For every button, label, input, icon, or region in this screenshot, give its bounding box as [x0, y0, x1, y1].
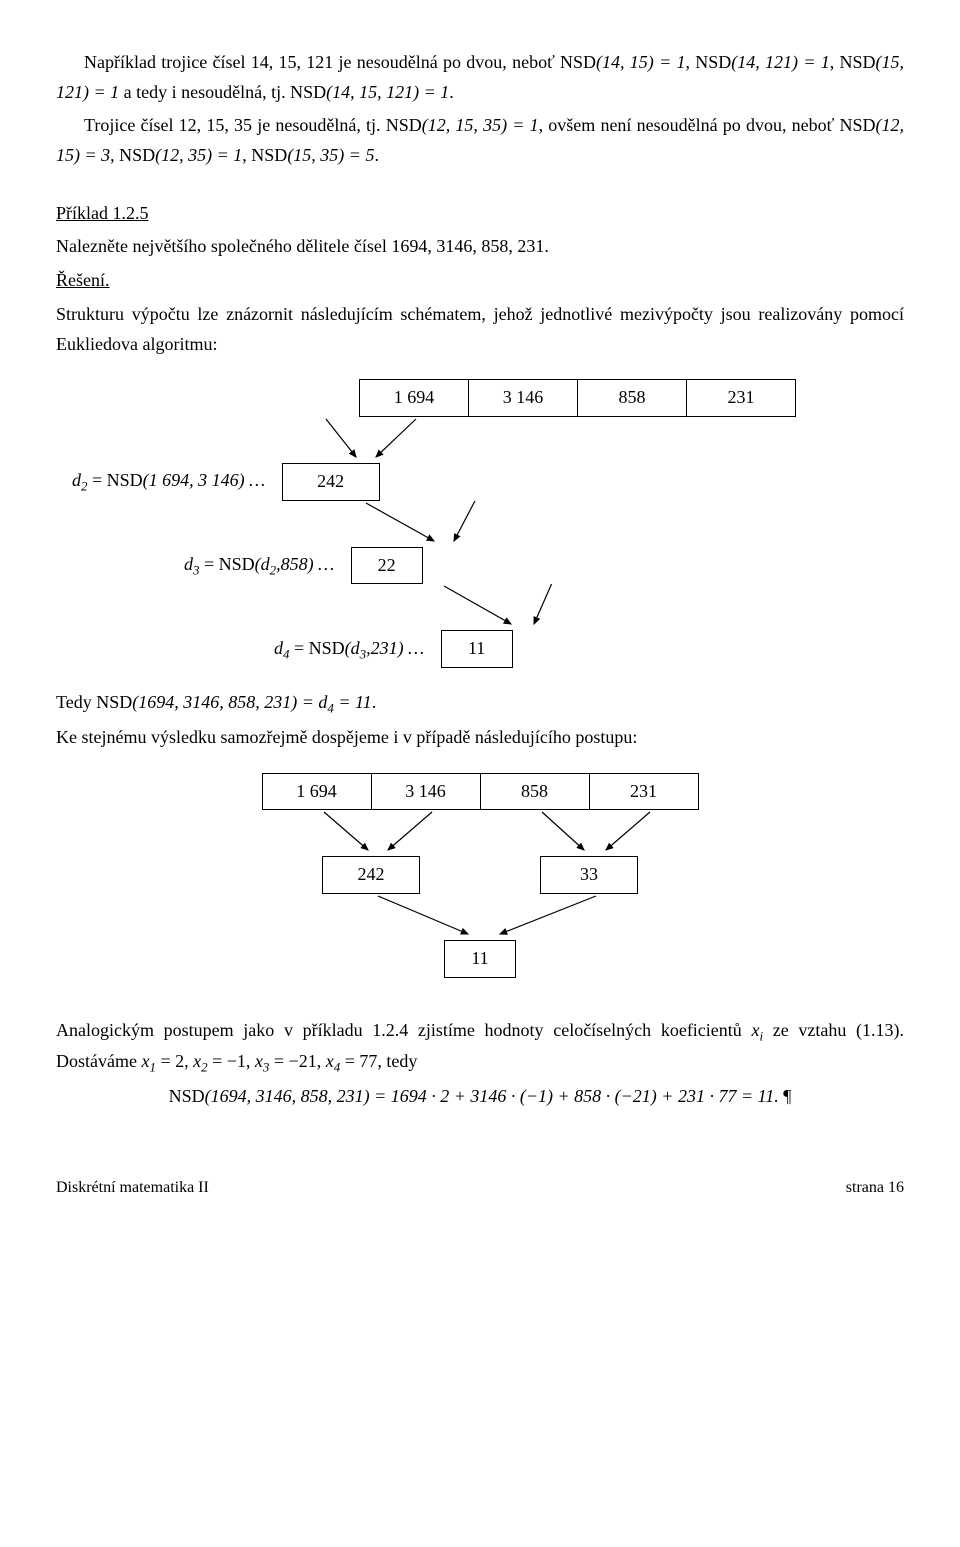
text: .	[449, 82, 454, 102]
math: x2	[193, 1051, 207, 1071]
math: NSD(14, 15, 121) = 1	[290, 82, 449, 102]
math: NSD(1694, 3146, 858, 231) = d4 = 11	[96, 692, 371, 712]
d2-cell: 231	[590, 774, 698, 810]
d2-cell: 3 146	[372, 774, 481, 810]
d2-val: 242	[283, 464, 379, 500]
diagram-1: 1 694 3 146 858 231 d2 = NSD(1 694, 3 14…	[56, 379, 904, 668]
analog-para: Analogickým postupem jako v příkladu 1.2…	[56, 1016, 904, 1078]
example-question: Nalezněte největšího společného dělitele…	[56, 232, 904, 262]
text: ,	[110, 145, 119, 165]
text: Například trojice čísel 14, 15, 121 je n…	[84, 52, 560, 72]
d2-label: d2 = NSD(1 694, 3 146) …	[72, 466, 282, 497]
text: ,	[830, 52, 840, 72]
text: Analogickým postupem jako v příkladu 1.2…	[56, 1020, 751, 1040]
math: x1	[141, 1051, 155, 1071]
d2-bot: 11	[445, 941, 515, 977]
math: x4	[326, 1051, 340, 1071]
arrows-icon	[56, 501, 904, 547]
math: NSD(15, 35) = 5	[251, 145, 374, 165]
text: ,	[686, 52, 696, 72]
math: NSD(14, 15) = 1	[560, 52, 685, 72]
d1-cell: 231	[687, 380, 795, 416]
arrows-icon	[56, 894, 904, 940]
solution-intro: Strukturu výpočtu lze znázornit následuj…	[56, 300, 904, 359]
text: .	[372, 692, 377, 712]
d1-cell: 3 146	[469, 380, 578, 416]
intro-para-2: Trojice čísel 12, 15, 35 je nesoudělná, …	[56, 111, 904, 170]
d4-val: 11	[442, 631, 512, 667]
solution-label: Řešení.	[56, 266, 110, 296]
math: NSD(12, 15, 35) = 1	[386, 115, 539, 135]
diagram-2: 1 694 3 146 858 231 242 33 11	[56, 773, 904, 978]
d3-val: 22	[352, 548, 422, 584]
text: Tedy	[56, 692, 96, 712]
footer-left: Diskrétní matematika II	[56, 1175, 209, 1201]
arrows-icon	[56, 810, 904, 856]
d2-cell: 1 694	[263, 774, 372, 810]
d4-label: d4 = NSD(d3,231) …	[274, 634, 441, 665]
math: NSD(14, 121) = 1	[695, 52, 829, 72]
d3-label: d3 = NSD(d2,858) …	[184, 550, 351, 581]
arrows-icon	[56, 417, 904, 463]
math: xi	[751, 1020, 763, 1040]
tedy-para: Tedy NSD(1694, 3146, 858, 231) = d4 = 11…	[56, 688, 904, 719]
text: Trojice čísel 12, 15, 35 je nesoudělná, …	[84, 115, 386, 135]
arrows-icon	[56, 584, 904, 630]
footer-right: strana 16	[846, 1175, 904, 1201]
d1-top-row: 1 694 3 146 858 231	[359, 379, 796, 417]
example-label: Příklad 1.2.5	[56, 199, 904, 229]
text: a tedy i nesoudělná, tj.	[124, 82, 290, 102]
text: ,	[242, 145, 251, 165]
d2-mid: 242	[323, 857, 419, 893]
math: x3	[255, 1051, 269, 1071]
final-eq: NSD(1694, 3146, 858, 231) = 1694 · 2 + 3…	[56, 1082, 904, 1112]
intro-para-1: Například trojice čísel 14, 15, 121 je n…	[56, 48, 904, 107]
d2-cell: 858	[481, 774, 590, 810]
text: , ovšem není nesoudělná po dvou, neboť	[539, 115, 840, 135]
d1-cell: 1 694	[360, 380, 469, 416]
d2-mid: 33	[541, 857, 637, 893]
d1-cell: 858	[578, 380, 687, 416]
same-result-para: Ke stejnému výsledku samozřejmě dospějem…	[56, 723, 904, 753]
math: NSD(12, 35) = 1	[119, 145, 242, 165]
page-footer: Diskrétní matematika II strana 16	[56, 1175, 904, 1201]
math: NSD(1694, 3146, 858, 231) = 1694 · 2 + 3…	[169, 1086, 792, 1106]
d2-top-row: 1 694 3 146 858 231	[262, 773, 699, 811]
text: .	[374, 145, 379, 165]
